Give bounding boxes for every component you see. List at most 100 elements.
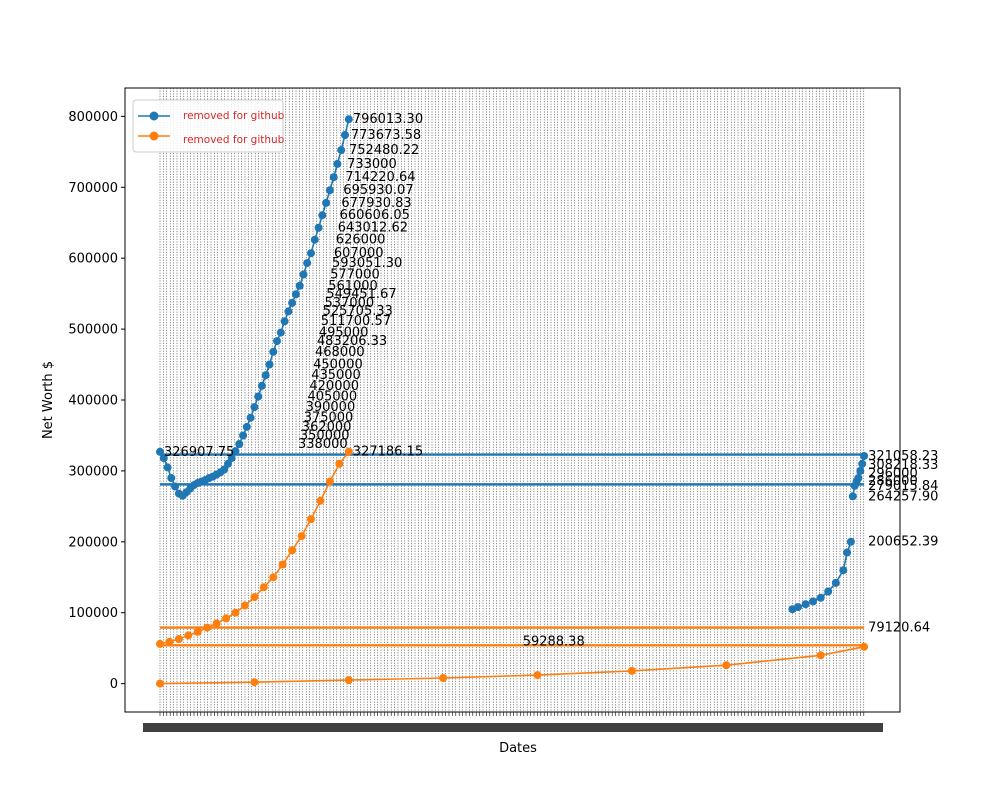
series-point xyxy=(316,496,325,505)
series-point xyxy=(231,447,240,456)
series-point xyxy=(809,597,818,606)
series-point xyxy=(325,477,334,486)
series-point xyxy=(831,578,840,587)
series-point xyxy=(254,392,263,401)
value-annotation: 483206.33 xyxy=(317,334,387,349)
series-point xyxy=(231,608,240,617)
series-point xyxy=(203,623,212,632)
series-point xyxy=(250,403,259,412)
y-tick-label: 500000 xyxy=(68,323,118,338)
value-annotation: 420000 xyxy=(309,379,359,394)
value-annotation: 279015.84 xyxy=(868,479,938,494)
series-point xyxy=(250,678,259,687)
series-point xyxy=(184,631,193,640)
series-point xyxy=(341,131,349,139)
value-annotation: 733000 xyxy=(347,157,397,172)
series-point xyxy=(801,600,810,609)
series-line xyxy=(792,541,852,610)
y-axis-label: Net Worth $ xyxy=(41,361,56,439)
series-point xyxy=(839,566,848,575)
y-tick-label: 600000 xyxy=(68,252,118,267)
series-point xyxy=(280,317,289,326)
series-point xyxy=(222,614,231,623)
series-point xyxy=(278,560,287,569)
y-tick-label: 200000 xyxy=(68,535,118,550)
series-point xyxy=(156,639,164,648)
series-point xyxy=(159,454,168,463)
value-annotation: 525705.33 xyxy=(323,304,393,319)
series-point xyxy=(824,587,833,596)
value-annotation: 264257.90 xyxy=(868,489,938,504)
series-point xyxy=(794,603,802,612)
x-grid-lines xyxy=(159,88,865,712)
value-annotation: 660606.05 xyxy=(340,208,410,223)
y-axis-ticks: 0 100000 200000 300000 400000 500000 600000 700… xyxy=(68,110,125,692)
series-point xyxy=(329,173,338,182)
series-point xyxy=(239,431,248,440)
series-point xyxy=(273,337,281,346)
series-point xyxy=(314,223,323,232)
series-point xyxy=(307,249,315,258)
series-point xyxy=(858,459,867,468)
x-tick-label-band xyxy=(143,723,883,732)
value-annotation: 714220.64 xyxy=(345,170,415,185)
legend-marker-series-1 xyxy=(149,111,159,121)
value-annotation: 405000 xyxy=(308,390,358,405)
series-point xyxy=(291,290,300,299)
value-annotation: 59288.38 xyxy=(523,635,585,650)
horizontal-connector-lines xyxy=(160,453,865,647)
value-annotation: 607000 xyxy=(334,246,384,261)
series-point xyxy=(816,651,825,660)
series-point xyxy=(220,465,229,474)
value-annotation: 350000 xyxy=(300,429,350,444)
x-axis-ticks xyxy=(143,712,883,732)
series-point xyxy=(860,452,869,460)
series-point xyxy=(854,474,863,482)
value-annotation: 296000 xyxy=(868,467,918,482)
value-annotation: 773673.58 xyxy=(351,128,421,143)
series-point xyxy=(297,532,306,541)
series-point xyxy=(171,482,180,491)
series-point xyxy=(856,466,865,475)
series-point xyxy=(288,298,297,307)
series-point xyxy=(722,661,731,670)
series-point xyxy=(261,371,270,380)
series-lines xyxy=(156,115,869,688)
series-point xyxy=(227,454,236,463)
value-annotation: 537000 xyxy=(325,296,375,311)
value-annotation: 695930.07 xyxy=(343,183,413,198)
legend-box xyxy=(132,99,284,153)
series-point xyxy=(627,666,636,675)
series-point xyxy=(156,679,164,688)
value-annotation: 390000 xyxy=(306,400,356,415)
series-point xyxy=(344,447,353,456)
series-point xyxy=(259,583,268,592)
series-point xyxy=(860,642,869,651)
series-point xyxy=(344,115,353,124)
value-annotation: 677930.83 xyxy=(341,196,411,211)
series-point xyxy=(224,459,232,468)
value-annotation: 327186.15 xyxy=(353,445,423,460)
series-point xyxy=(303,259,312,268)
value-annotation: 495000 xyxy=(319,326,369,341)
value-annotation: 561000 xyxy=(328,279,378,294)
series-point xyxy=(325,186,334,195)
series-point xyxy=(156,447,164,456)
value-annotation: 643012.62 xyxy=(338,221,408,236)
value-annotations: 796013.30773673.58752480.22733000714220.… xyxy=(164,112,938,649)
value-annotation: 326907.75 xyxy=(164,445,234,460)
x-axis-label: Dates xyxy=(499,741,537,756)
value-annotation: 308218.33 xyxy=(868,458,938,473)
y-tick-label: 0 xyxy=(110,677,118,692)
value-annotation: 593051.30 xyxy=(332,256,402,271)
series-point xyxy=(533,671,542,680)
series-point xyxy=(240,601,249,610)
value-annotation: 286000 xyxy=(868,474,918,489)
series-point xyxy=(310,235,319,244)
series-point xyxy=(846,537,855,546)
series-point xyxy=(295,281,304,290)
series-point xyxy=(322,198,331,207)
series-point xyxy=(335,459,344,468)
value-annotation: 375000 xyxy=(304,411,354,426)
y-tick-label: 800000 xyxy=(68,110,118,125)
